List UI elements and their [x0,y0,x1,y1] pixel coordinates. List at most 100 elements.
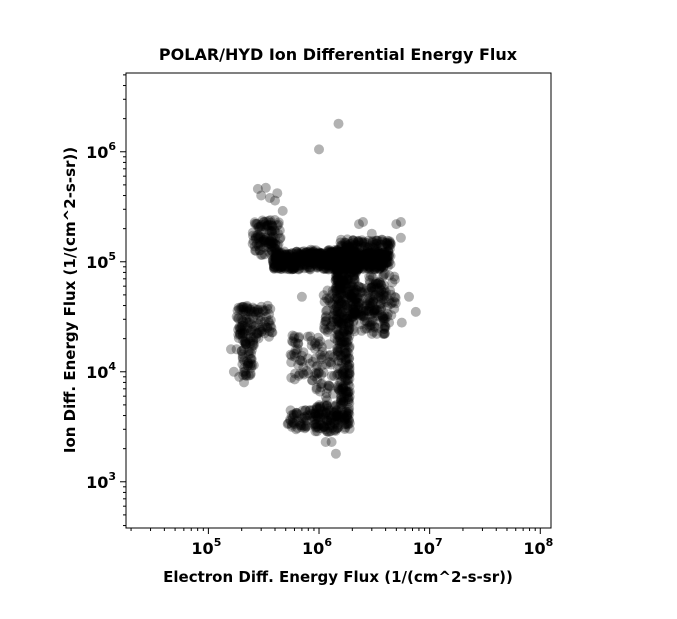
data-point [378,249,389,260]
data-point [323,415,334,426]
data-point [348,308,358,319]
data-point [339,246,350,257]
data-point [374,287,385,297]
data-point [367,305,377,316]
data-point [379,324,390,334]
data-point [336,259,347,270]
data-point [321,263,332,274]
data-point [346,250,357,261]
data-point [353,301,363,312]
data-point [328,410,339,421]
data-point [354,219,364,230]
data-point [268,263,279,274]
data-point [291,247,302,258]
data-point [336,384,347,395]
data-point [351,248,362,259]
data-point [345,238,356,249]
data-point [358,250,369,261]
data-point [384,317,395,328]
data-point [341,275,351,286]
data-point [364,258,375,269]
data-point [348,260,359,271]
data-point [231,344,242,355]
data-point [379,328,390,339]
data-point [337,280,348,291]
data-point [285,349,296,360]
data-point [294,416,305,427]
data-point [343,353,354,364]
data-point [371,256,382,267]
data-point [343,259,354,270]
data-point [344,262,355,273]
data-point [316,256,327,267]
data-point [355,293,366,304]
data-point [344,242,355,253]
data-point [316,420,327,431]
data-point [248,338,259,349]
data-point [309,258,319,269]
data-point [380,252,391,263]
data-point [266,219,277,230]
data-point [337,367,348,378]
data-point [350,247,361,258]
data-point [348,241,359,252]
data-point [373,249,383,259]
data-point [334,251,345,262]
data-point [347,285,358,296]
data-point [315,412,326,423]
data-point [274,248,285,259]
data-point [360,249,371,260]
data-point [362,299,373,310]
data-point [325,420,336,431]
data-point [298,347,309,358]
data-point [323,339,334,350]
data-point [353,235,364,246]
data-point [319,252,330,263]
data-point [288,259,299,270]
data-point [367,279,378,290]
data-point [339,326,350,337]
data-point [352,264,362,275]
data-point [357,237,368,248]
data-point [343,303,354,314]
data-point [270,238,280,249]
data-point [375,248,386,259]
data-point [321,395,332,406]
data-point [344,359,355,370]
data-point [321,255,332,266]
data-point [380,237,391,248]
data-point [315,386,326,397]
data-point [376,280,387,290]
x-tick-base: 10 [191,539,213,558]
data-point [264,246,275,257]
data-point [256,301,267,312]
data-point [372,238,382,249]
data-point [234,322,245,333]
data-point [315,256,326,267]
data-point [340,273,351,284]
data-point [389,274,400,285]
data-point [259,235,270,245]
data-point [341,388,351,399]
data-point [333,356,344,367]
data-point [367,237,378,247]
data-point [325,417,336,428]
data-point [263,225,274,236]
data-point [275,232,286,243]
data-point [385,251,396,261]
data-point [351,252,362,263]
data-point [325,246,335,257]
data-point [302,331,313,342]
data-point [286,248,297,259]
data-point [345,252,356,263]
data-point [321,253,332,264]
data-point [357,263,368,274]
data-point [271,247,282,258]
data-point [303,368,314,379]
data-point [322,415,332,426]
data-point [362,238,372,248]
data-point [286,372,297,383]
data-point [340,340,351,351]
data-point [338,282,349,293]
data-point [335,282,346,293]
